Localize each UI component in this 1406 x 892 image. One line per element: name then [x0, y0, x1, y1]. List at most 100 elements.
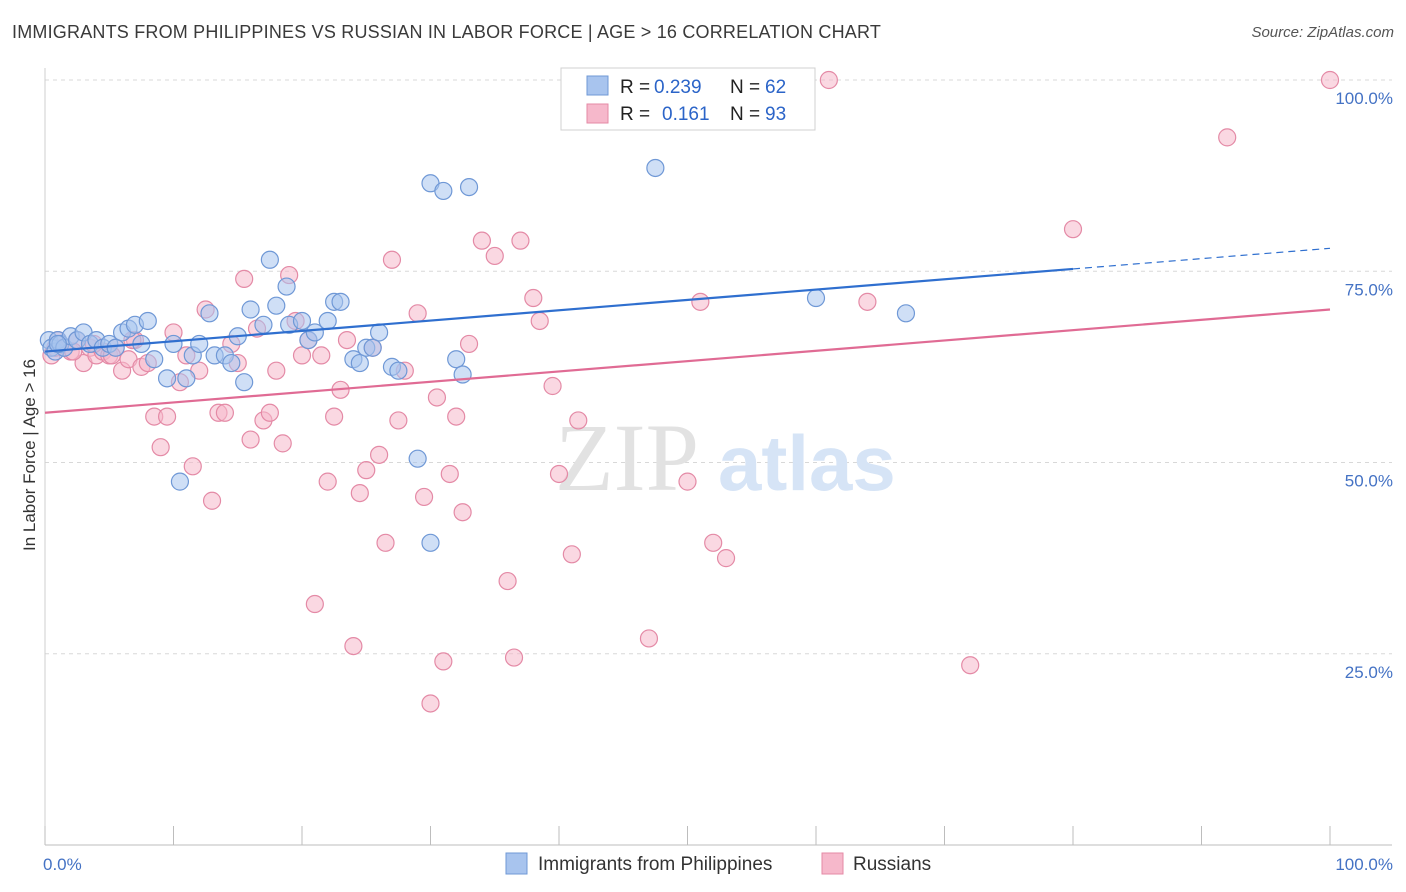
- russians-point: [562, 545, 581, 564]
- russians-point: [183, 457, 202, 476]
- philippines-trend-extension: [1072, 247, 1331, 270]
- y-tick-labels: 25.0% 50.0% 75.0% 100.0%: [1335, 89, 1393, 682]
- russians-point: [691, 292, 710, 311]
- philippines-point: [145, 350, 164, 369]
- russians-point: [318, 472, 337, 491]
- russians-point: [639, 629, 659, 648]
- russians-point: [543, 376, 562, 396]
- series-russians: [42, 70, 1340, 713]
- philippines-point: [646, 158, 665, 178]
- russians-point: [350, 484, 369, 503]
- bottom-legend: Immigrants from Philippines Russians: [505, 852, 931, 875]
- philippines-point: [254, 315, 273, 334]
- philippines-point: [267, 296, 286, 315]
- russians-point: [408, 304, 427, 323]
- y-tick-label: 75.0%: [1345, 280, 1393, 299]
- y-tick-label: 50.0%: [1345, 472, 1393, 491]
- russians-point: [704, 533, 723, 552]
- philippines-point: [138, 311, 157, 331]
- russians-point: [530, 311, 549, 331]
- legend-n-value: 62: [765, 77, 786, 98]
- legend-r-label: R =: [620, 104, 650, 125]
- philippines-point: [350, 353, 369, 373]
- russians-point: [421, 694, 440, 713]
- russians-point: [549, 464, 569, 484]
- legend-swatch-philippines: [586, 75, 609, 96]
- philippines-point: [434, 181, 453, 201]
- legend-r-value: 0.161: [662, 104, 710, 125]
- legend-n-label: N =: [730, 77, 760, 98]
- russians-point: [434, 652, 453, 671]
- russians-point: [1218, 128, 1237, 147]
- philippines-point: [235, 373, 254, 392]
- y-tick-label: 25.0%: [1345, 663, 1393, 682]
- trend-lines: [44, 247, 1331, 414]
- russians-point: [370, 445, 389, 464]
- russians-trend-line: [44, 308, 1331, 414]
- russians-point: [325, 407, 344, 426]
- source-label: Source: ZipAtlas.com: [1251, 24, 1394, 41]
- axes: [44, 68, 1392, 846]
- legend-r-label: R =: [620, 77, 650, 98]
- philippines-trend-line: [44, 267, 1074, 353]
- russians-point: [569, 411, 588, 430]
- legend-swatch-russians: [586, 103, 609, 124]
- philippines-point: [164, 334, 183, 354]
- russians-point: [716, 549, 736, 568]
- legend: R = 0.239 N = 62 R = 0.161 N = 93: [560, 67, 816, 131]
- russians-point: [260, 403, 279, 422]
- russians-point: [292, 346, 312, 365]
- russians-point: [440, 464, 459, 484]
- russians-point: [447, 407, 466, 426]
- bottom-legend-philippines: Immigrants from Philippines: [538, 854, 772, 875]
- russians-point: [151, 438, 170, 457]
- russians-point: [305, 594, 324, 614]
- philippines-point: [305, 323, 324, 342]
- russians-point: [511, 231, 530, 250]
- russians-point: [858, 292, 877, 311]
- russians-point: [267, 361, 286, 380]
- russians-point: [241, 430, 260, 449]
- watermark-atlas: atlas: [718, 419, 896, 507]
- philippines-point: [370, 323, 389, 342]
- russians-point: [1063, 220, 1083, 239]
- russians-point: [498, 571, 517, 591]
- y-axis-label: In Labor Force | Age > 16: [20, 359, 39, 551]
- russians-point: [344, 636, 363, 656]
- series-philippines: [39, 158, 916, 552]
- russians-point: [524, 288, 543, 308]
- bottom-legend-swatch-philippines: [505, 852, 528, 875]
- russians-point: [414, 487, 434, 507]
- philippines-point: [331, 292, 350, 311]
- philippines-point: [277, 277, 296, 296]
- page-title: IMMIGRANTS FROM PHILIPPINES VS RUSSIAN I…: [12, 22, 882, 42]
- russians-point: [389, 411, 408, 430]
- russians-point: [1320, 70, 1340, 90]
- philippines-point: [421, 533, 440, 552]
- legend-n-label: N =: [730, 104, 760, 125]
- philippines-point: [459, 178, 479, 197]
- philippines-point: [222, 353, 241, 373]
- russians-point: [961, 656, 980, 675]
- russians-point: [504, 648, 524, 667]
- philippines-point: [48, 334, 67, 354]
- watermark: ZIP atlas: [555, 404, 896, 511]
- russians-point: [157, 407, 177, 426]
- russians-point: [819, 70, 838, 90]
- russians-point: [427, 388, 447, 407]
- russians-point: [312, 346, 331, 365]
- philippines-point: [177, 369, 196, 388]
- russians-point: [376, 533, 395, 552]
- bottom-legend-russians: Russians: [853, 854, 931, 875]
- bottom-legend-swatch-russians: [821, 852, 844, 875]
- russians-point: [202, 491, 222, 510]
- russians-point: [678, 472, 697, 491]
- philippines-point: [170, 472, 190, 491]
- philippines-point: [241, 300, 260, 319]
- x-tick-label: 100.0%: [1335, 855, 1393, 874]
- philippines-point: [106, 338, 125, 357]
- russians-point: [472, 231, 491, 250]
- y-tick-label: 100.0%: [1335, 89, 1393, 108]
- philippines-point: [157, 369, 177, 388]
